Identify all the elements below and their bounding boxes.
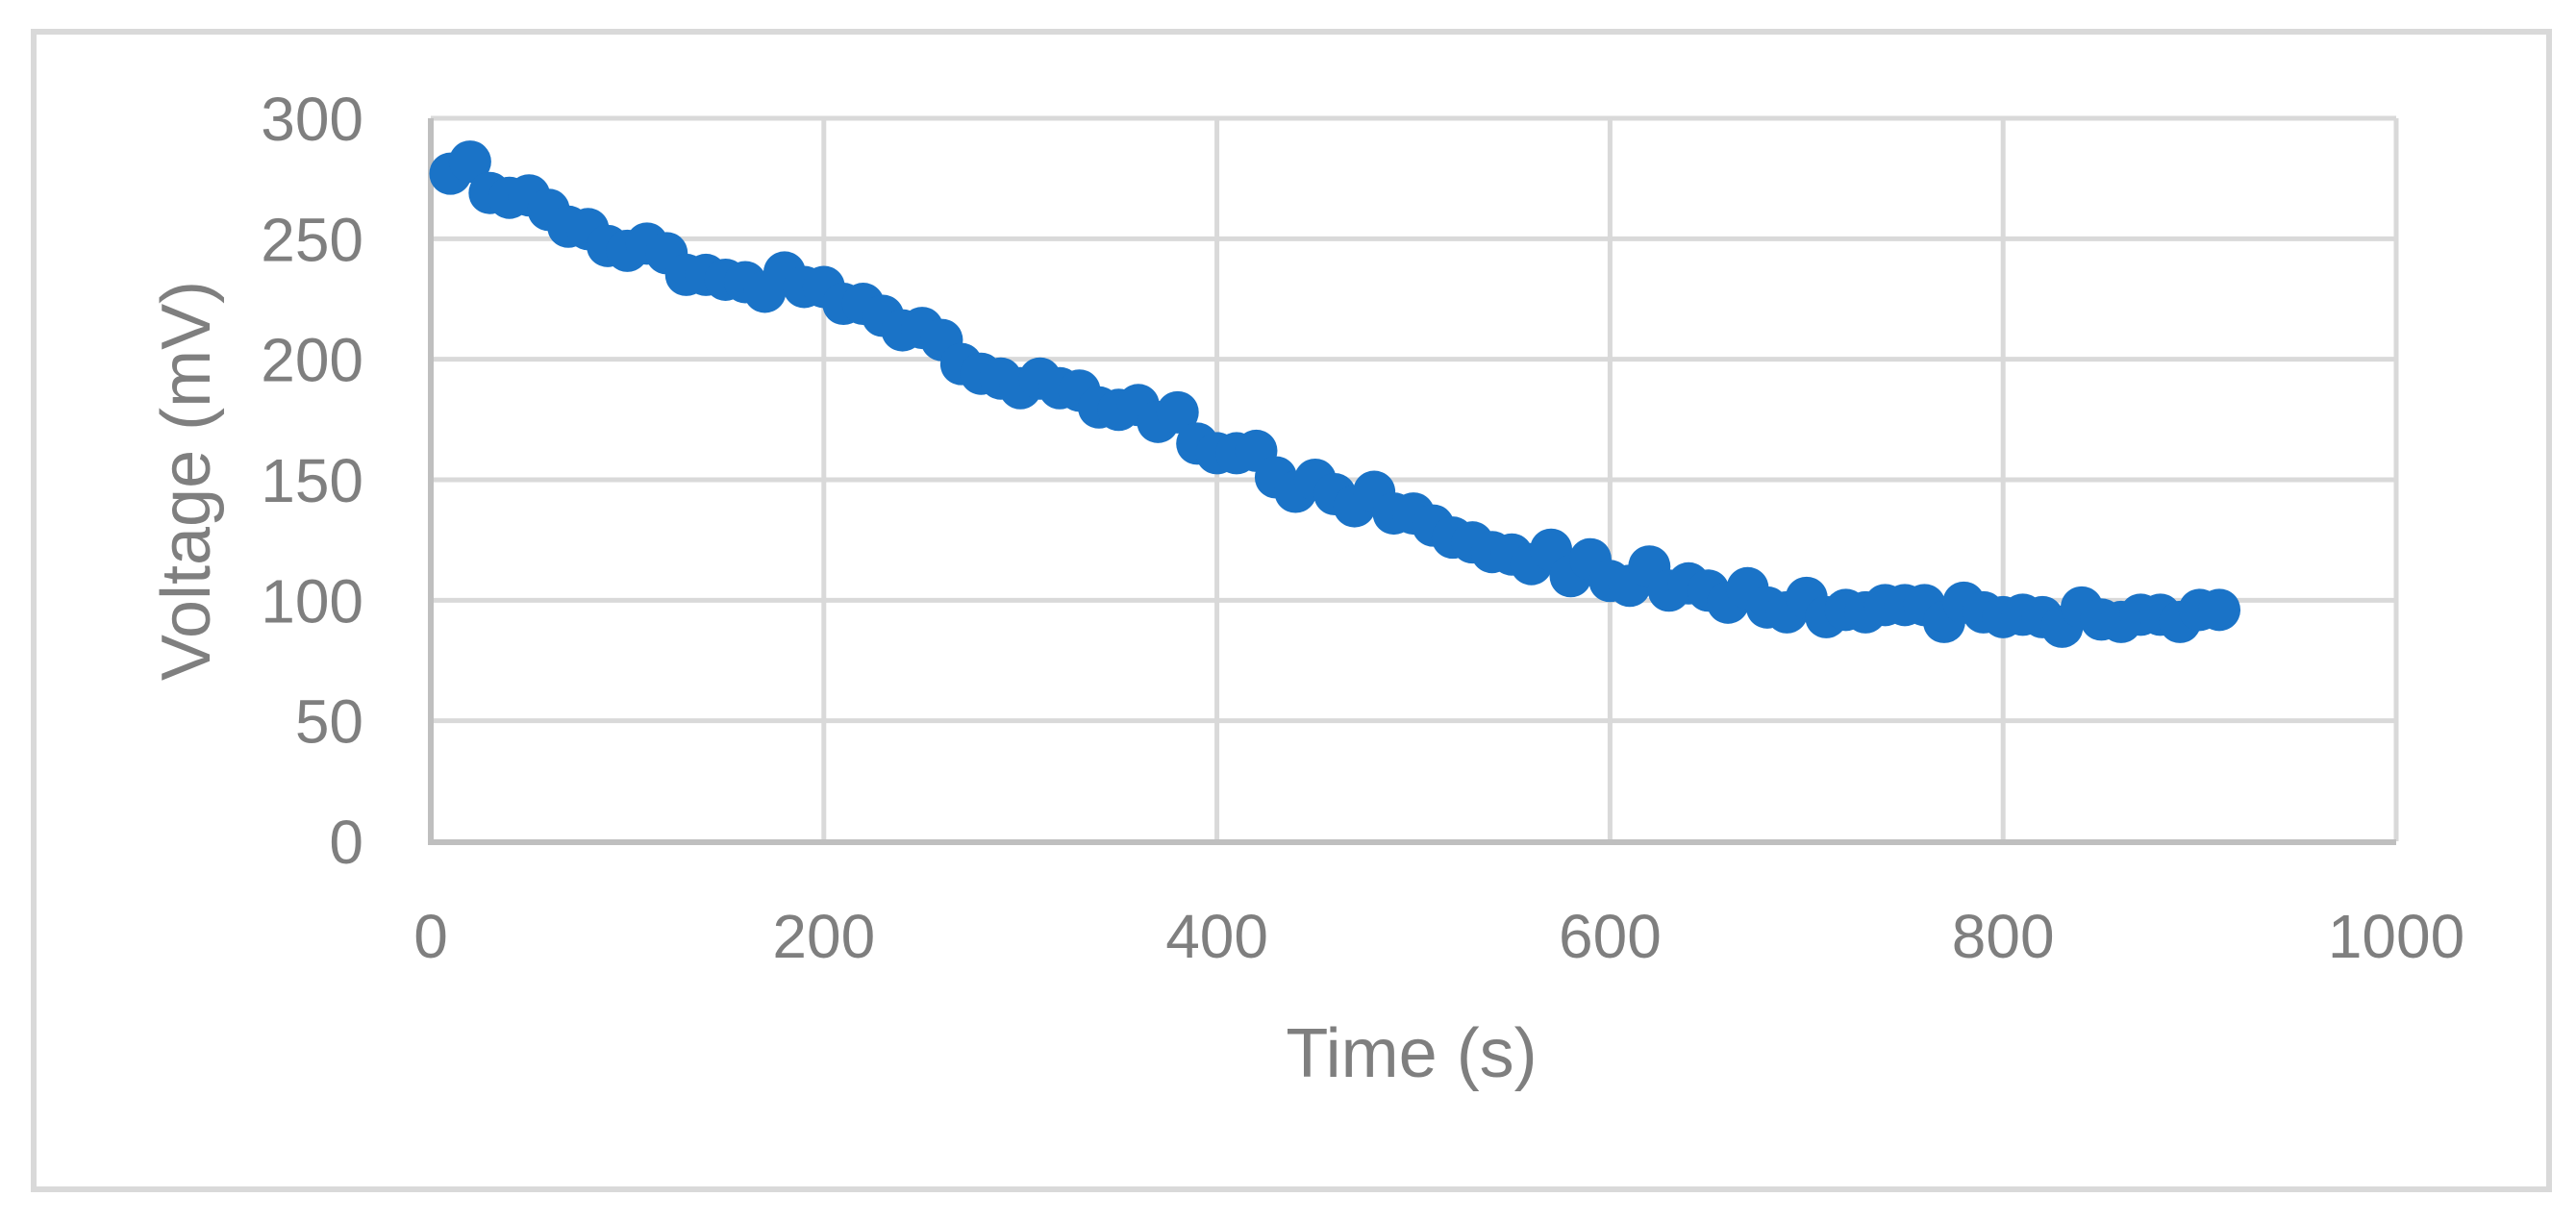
y-tick-label: 200 bbox=[261, 326, 363, 395]
x-tick-label: 400 bbox=[1165, 902, 1268, 971]
x-tick-labels: 0 200 400 600 800 1000 bbox=[413, 902, 2464, 971]
x-tick-label: 0 bbox=[413, 902, 448, 971]
x-tick-label: 600 bbox=[1559, 902, 1662, 971]
x-tick-label: 800 bbox=[1952, 902, 2055, 971]
y-tick-label: 50 bbox=[295, 687, 363, 757]
data-point bbox=[2198, 588, 2241, 632]
y-axis-title: Voltage (mV) bbox=[148, 281, 225, 681]
data-series-voltage bbox=[429, 140, 2241, 648]
axes bbox=[428, 118, 2396, 845]
y-tick-label: 0 bbox=[329, 808, 363, 877]
y-tick-label: 250 bbox=[261, 205, 363, 274]
data-point bbox=[448, 140, 491, 184]
data-point bbox=[1156, 390, 1199, 434]
y-tick-labels: 0 50 100 150 200 250 300 bbox=[261, 85, 363, 877]
y-tick-label: 300 bbox=[261, 85, 363, 154]
y-tick-label: 100 bbox=[261, 566, 363, 636]
x-axis-title: Time (s) bbox=[1286, 1015, 1537, 1092]
x-tick-label: 1000 bbox=[2328, 902, 2464, 971]
x-tick-label: 200 bbox=[772, 902, 875, 971]
y-tick-label: 150 bbox=[261, 446, 363, 515]
gridlines bbox=[431, 115, 2399, 841]
